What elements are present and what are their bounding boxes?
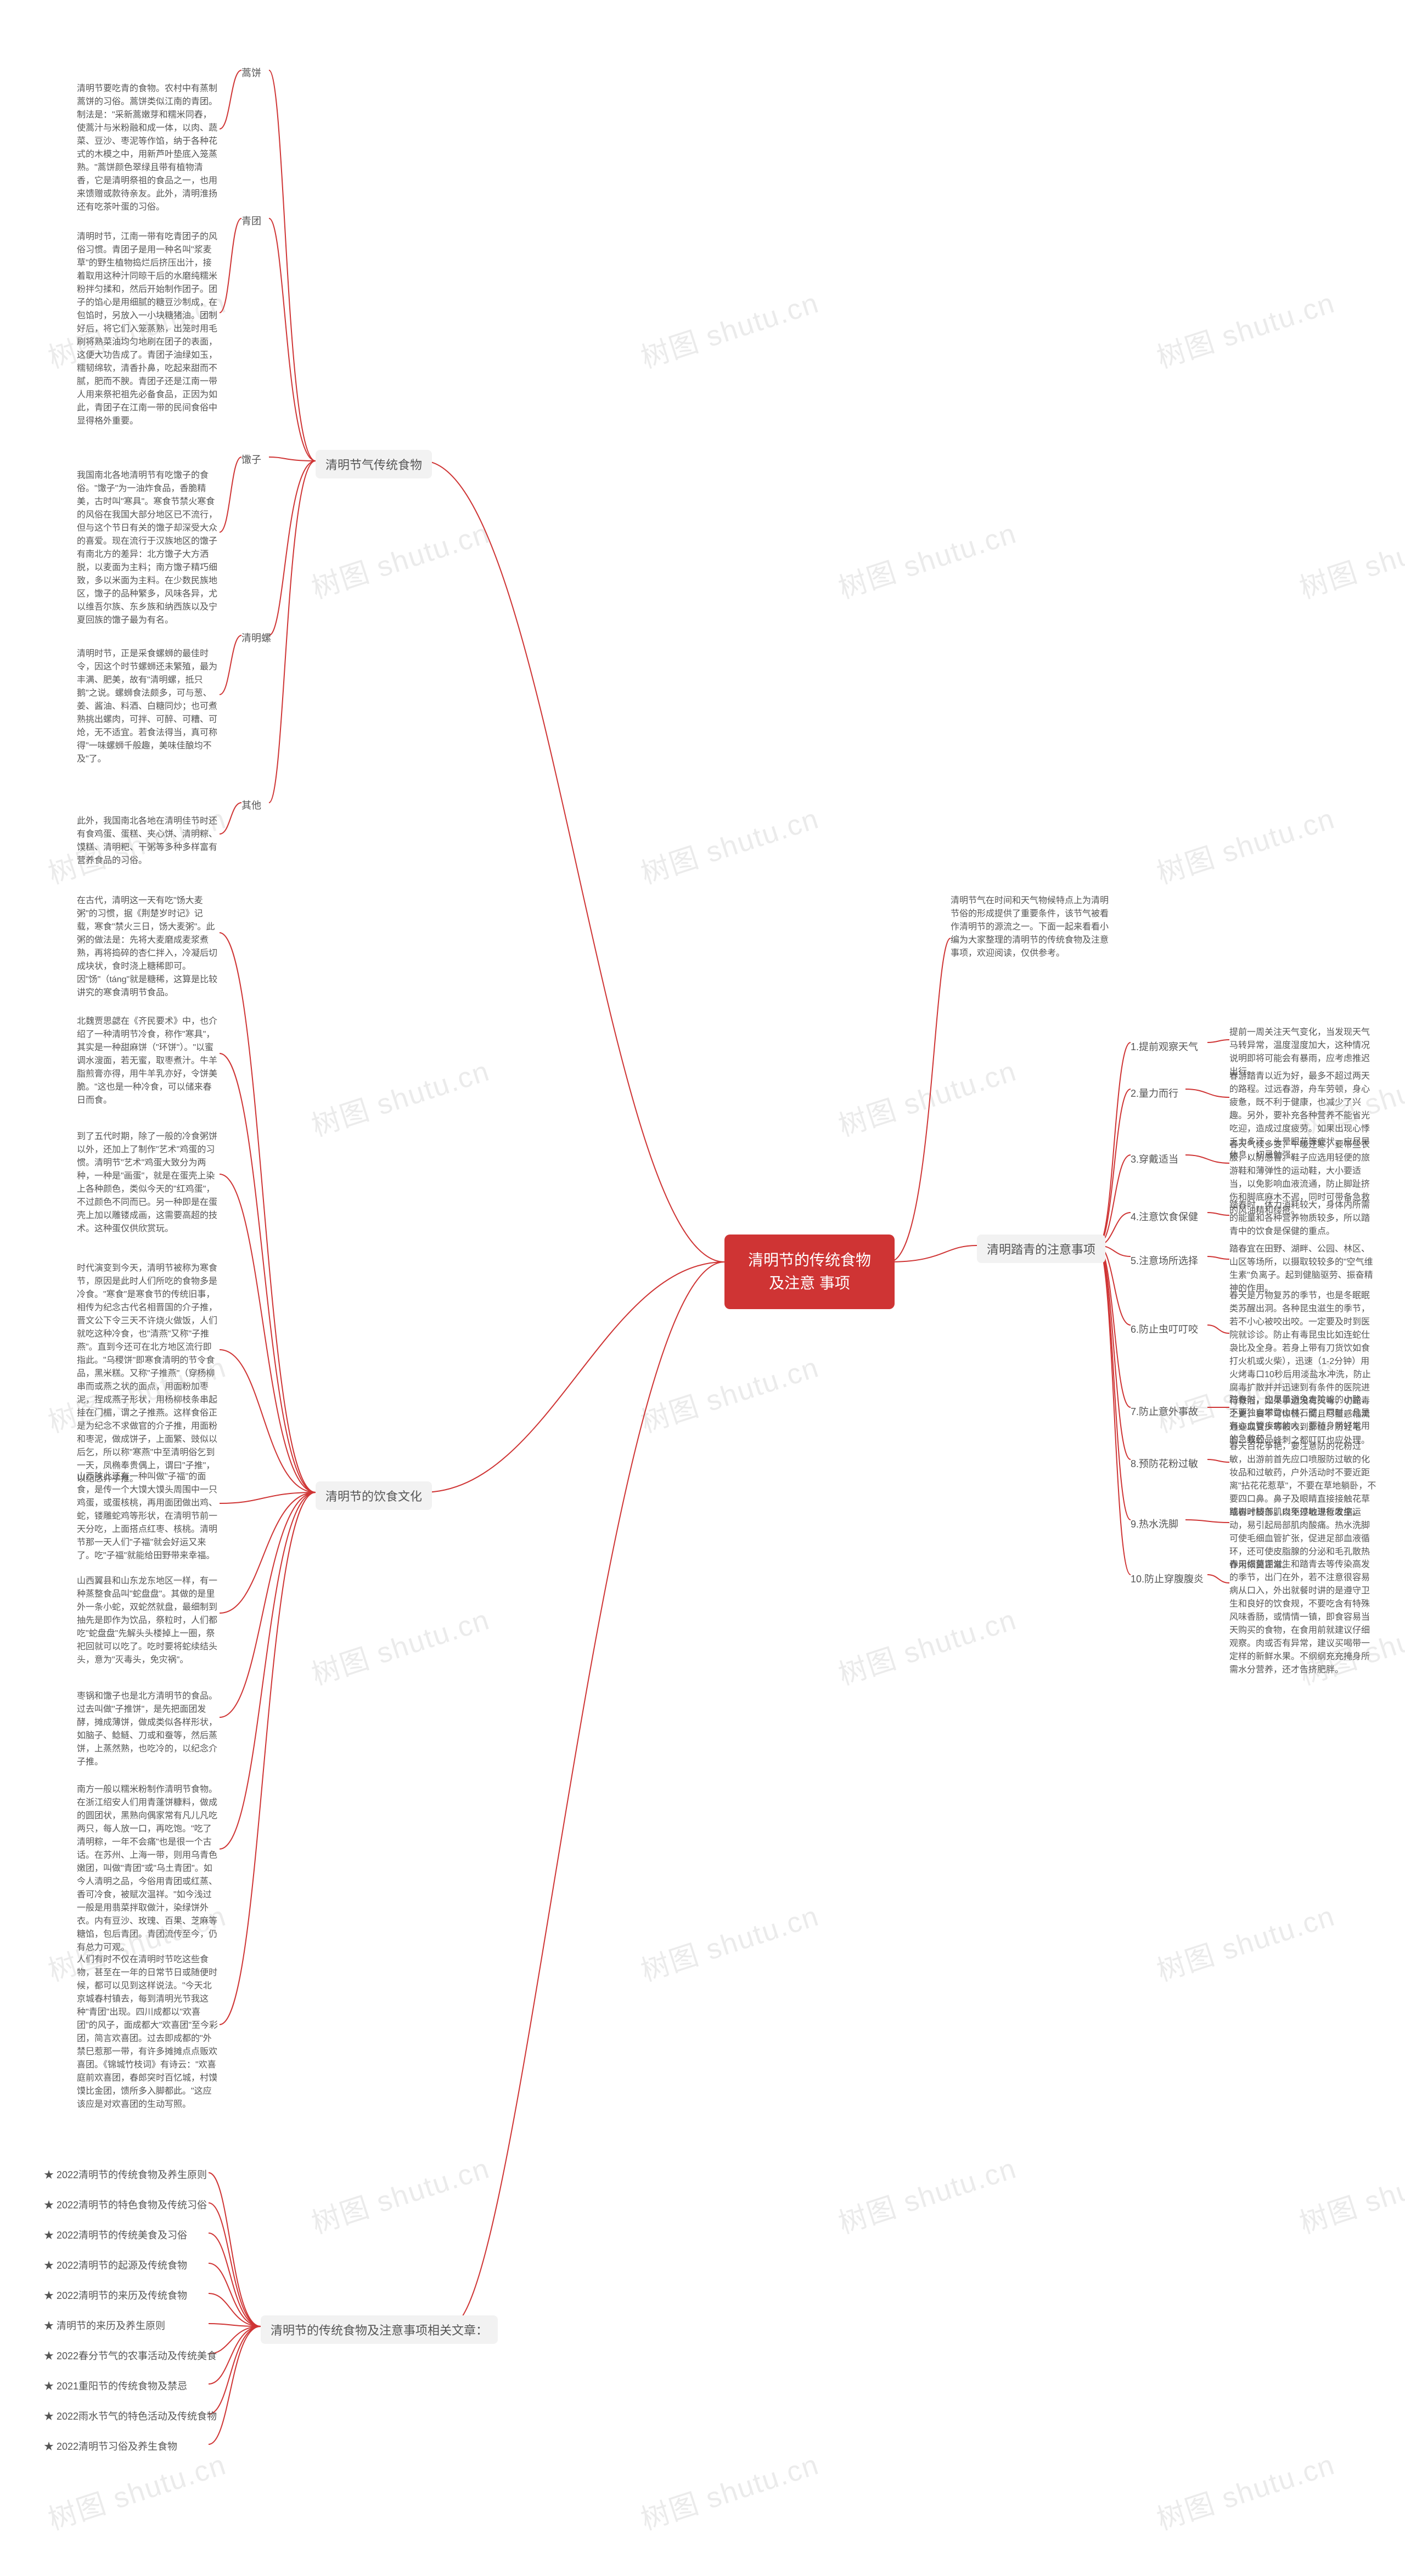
food-item-description: 清明时节，正是采食螺蛳的最佳时令，因这个时节螺蛳还未繁殖，最为丰满、肥美，故有"… <box>77 647 220 766</box>
watermark: 树图 shutu.cn <box>306 510 494 606</box>
related-article-link[interactable]: ★ 2022清明节的起源及传统食物 <box>44 2258 187 2272</box>
related-article-link[interactable]: ★ 2021重阳节的传统食物及禁忌 <box>44 2378 187 2393</box>
food-item-label[interactable]: 青团 <box>241 211 261 230</box>
food-item-description: 我国南北各地清明节有吃馓子的食俗。"馓子"为一油炸食品，香脆精美，古时叫"寒具"… <box>77 469 220 627</box>
watermark: 树图 shutu.cn <box>1151 796 1340 892</box>
watermark: 树图 shutu.cn <box>833 1597 1021 1693</box>
root-text: 清明节的传统食物及注意 事项 <box>748 1252 871 1292</box>
watermark: 树图 shutu.cn <box>306 1048 494 1144</box>
watermark: 树图 shutu.cn <box>42 2442 231 2538</box>
precaution-label[interactable]: 4.注意饮食保健 <box>1131 1207 1198 1226</box>
food-item-description: 此外，我国南北各地在清明佳节时还有食鸡蛋、蛋糕、夹心饼、清明粽、馍糕、清明粑、干… <box>77 815 220 867</box>
related-article-link[interactable]: ★ 2022清明节的传统食物及养生原则 <box>44 2167 207 2182</box>
topic-related-articles[interactable]: 清明节的传统食物及注意事项相关文章： <box>261 2315 498 2344</box>
food-item-label[interactable]: 馓子 <box>241 450 261 469</box>
food-item-label[interactable]: 其他 <box>241 796 261 814</box>
precaution-description: 春天细菌堋滋生和踏青去等传染高发的季节，出门在外，若不注意很容易病从口入，外出就… <box>1229 1558 1378 1677</box>
precaution-label[interactable]: 5.注意场所选择 <box>1131 1251 1198 1270</box>
related-article-link[interactable]: ★ 清明节的来历及养生原则 <box>44 2318 165 2332</box>
watermark: 树图 shutu.cn <box>1294 2145 1405 2241</box>
related-article-link[interactable]: ★ 2022清明节的传统美食及习俗 <box>44 2228 187 2242</box>
culture-paragraph: 山西翼县和山东龙东地区一样，有一种蒸整食品叫"蛇盘盘"。其做的是里外一条小蛇，双… <box>77 1575 220 1667</box>
related-article-link[interactable]: ★ 2022春分节气的农事活动及传统美食 <box>44 2348 217 2363</box>
related-article-link[interactable]: ★ 2022清明节习俗及养生食物 <box>44 2439 177 2453</box>
culture-paragraph: 南方一般以糯米粉制作清明节食物。在浙江绍安人们用青蓬饼糠料，做成的圆团状，黑熟向… <box>77 1783 220 1954</box>
culture-paragraph: 北魏贾思勰在《齐民要术》中，也介绍了一种清明节冷食，称作"寒具"，其实是一种甜麻… <box>77 1015 220 1107</box>
watermark: 树图 shutu.cn <box>635 796 824 892</box>
culture-paragraph: 枣锅和馓子也是北方清明节的食品。过去叫做"子推饼"，是先把面团发酵，摊成薄饼，做… <box>77 1690 220 1769</box>
mindmap-canvas: 树图 shutu.cn 树图 shutu.cn 树图 shutu.cn 树图 shut… <box>0 0 1405 2576</box>
watermark: 树图 shutu.cn <box>306 2145 494 2241</box>
precaution-label[interactable]: 6.防止虫叮叮咬 <box>1131 1320 1198 1338</box>
watermark: 树图 shutu.cn <box>1151 1893 1340 1989</box>
precaution-label[interactable]: 1.提前观察天气 <box>1131 1037 1198 1056</box>
intro-paragraph: 清明节气在时间和天气物候特点上为清明节俗的形成提供了重要条件，该节气被看作清明节… <box>951 894 1115 960</box>
root-node[interactable]: 清明节的传统食物及注意 事项 <box>724 1235 895 1309</box>
watermark: 树图 shutu.cn <box>1294 510 1405 606</box>
food-item-description: 清明节要吃青的食物。农村中有蒸制蒿饼的习俗。蒿饼类似江南的青团。制法是："采新蒿… <box>77 82 220 214</box>
watermark: 树图 shutu.cn <box>833 510 1021 606</box>
related-article-link[interactable]: ★ 2022清明节的来历及传统食物 <box>44 2288 187 2302</box>
watermark: 树图 shutu.cn <box>635 1344 824 1440</box>
watermark: 树图 shutu.cn <box>1151 2442 1340 2538</box>
related-article-link[interactable]: ★ 2022清明节的特色食物及传统习俗 <box>44 2197 207 2212</box>
topic-food-culture[interactable]: 清明节的饮食文化 <box>316 1481 432 1510</box>
precaution-label[interactable]: 3.穿戴适当 <box>1131 1149 1178 1168</box>
precaution-label[interactable]: 2.量力而行 <box>1131 1084 1178 1102</box>
culture-paragraph: 时代演变到今天，清明节被称为寒食节，原因是此时人们所吃的食物多是冷食。"寒食"是… <box>77 1262 220 1486</box>
watermark: 树图 shutu.cn <box>1151 280 1340 376</box>
precaution-description: 踏春时，体力消耗较大，身体内所需的能量和各种营养物质较多，所以踏青中的饮食是保健… <box>1229 1199 1378 1238</box>
topic-traditional-food[interactable]: 清明节气传统食物 <box>316 450 432 478</box>
watermark: 树图 shutu.cn <box>635 2442 824 2538</box>
culture-paragraph: 人们有时不仅在清明时节吃这些食物，甚至在一年的日常节日或随便时候，都可以见到这样… <box>77 1953 220 2111</box>
watermark: 树图 shutu.cn <box>635 1893 824 1989</box>
precaution-label[interactable]: 10.防止穿腹腹炎 <box>1131 1569 1204 1588</box>
precaution-label[interactable]: 8.预防花粉过敏 <box>1131 1454 1198 1473</box>
watermark: 树图 shutu.cn <box>635 280 824 376</box>
food-item-label[interactable]: 清明螺 <box>241 628 271 647</box>
culture-paragraph: 到了五代时期，除了一般的冷食粥饼以外，还加上了制作"艺术"鸡蛋的习惯。清明节"艺… <box>77 1130 220 1236</box>
precaution-label[interactable]: 9.热水洗脚 <box>1131 1514 1178 1533</box>
topic-precautions[interactable]: 清明踏青的注意事项 <box>977 1235 1105 1263</box>
precaution-description: 踏春时，应尽量避免走险峻的小路，不要独自攀登山林石壁，同时，凡是有心血管疾病的人… <box>1229 1394 1378 1446</box>
watermark: 树图 shutu.cn <box>833 1048 1021 1144</box>
precaution-description: 踏春宜在田野、湖畔、公园、林区、山区等场所，以摄取较较多的"空气维生素"负离子。… <box>1229 1243 1378 1295</box>
related-article-link[interactable]: ★ 2022雨水节气的特色活动及传统食物 <box>44 2409 217 2423</box>
food-item-description: 清明时节，江南一带有吃青团子的风俗习惯。青团子是用一种名叫"浆麦草"的野生植物捣… <box>77 230 220 428</box>
precaution-label[interactable]: 7.防止意外事故 <box>1131 1402 1198 1421</box>
watermark: 树图 shutu.cn <box>833 2145 1021 2241</box>
culture-paragraph: 在古代，清明这一天有吃"饧大麦粥"的习惯，据《荆楚岁时记》记载，寒食"禁火三日，… <box>77 894 220 1000</box>
food-item-label[interactable]: 蒿饼 <box>241 63 261 82</box>
watermark: 树图 shutu.cn <box>306 1597 494 1693</box>
culture-paragraph: 山西陕此还有一种叫做"子福"的面食，是传一个大馍大馍头周围中一只鸡蛋，或蛋核桃，… <box>77 1470 220 1563</box>
